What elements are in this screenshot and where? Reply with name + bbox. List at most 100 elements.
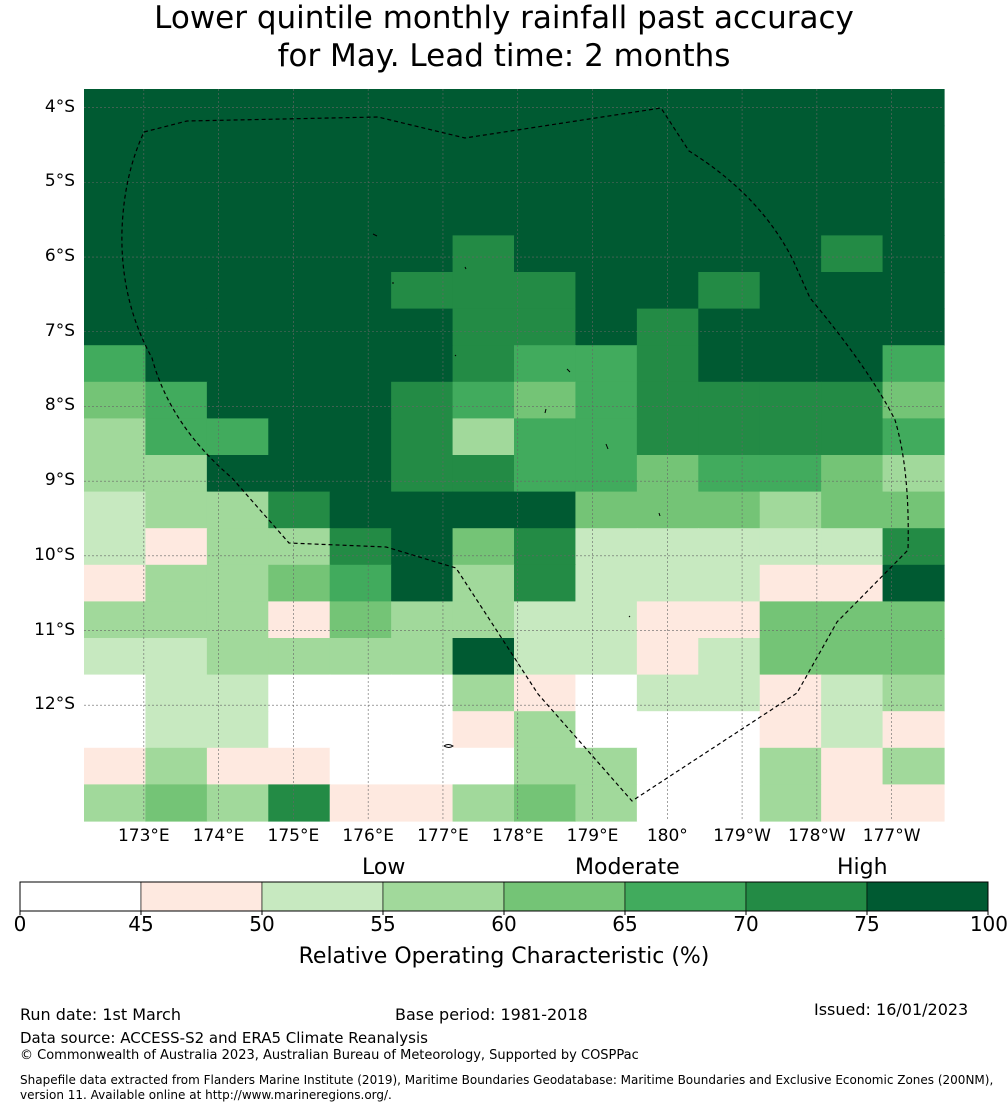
- data-source: Data source: ACCESS-S2 and ERA5 Climate …: [20, 1029, 428, 1047]
- grid-cell: [206, 345, 269, 383]
- grid-cell: [575, 601, 638, 639]
- grid-cell: [268, 198, 331, 236]
- grid-cell: [391, 235, 454, 273]
- colorbar-swatch: [382, 881, 505, 912]
- island-outline: [628, 615, 631, 618]
- base-period: Base period: 1981-2018: [395, 1005, 588, 1024]
- island-outline: [454, 354, 457, 357]
- longitude-label: 178°W: [787, 826, 846, 846]
- grid-cell: [329, 162, 392, 200]
- latitude-label: 7°S: [44, 320, 75, 341]
- colorbar-swatch: [140, 881, 263, 912]
- grid-cell: [329, 564, 392, 602]
- grid-cell: [514, 638, 577, 676]
- grid-cell: [452, 418, 515, 456]
- grid-cell: [698, 784, 761, 822]
- grid-cell: [391, 455, 454, 493]
- grid-cell: [821, 638, 884, 676]
- grid-cell: [329, 308, 392, 346]
- grid-cell: [575, 491, 638, 529]
- longitude-label: 174°E: [192, 826, 245, 846]
- colorbar-tick-label: 0: [13, 912, 27, 936]
- grid-cell: [636, 381, 699, 419]
- grid-cell: [759, 564, 822, 602]
- grid-cell: [452, 784, 515, 822]
- grid-cell: [268, 345, 331, 383]
- grid-cell: [575, 125, 638, 163]
- grid-cell: [391, 272, 454, 310]
- grid-cell: [145, 345, 208, 383]
- grid-cell: [452, 162, 515, 200]
- chart-title-line-1: Lower quintile monthly rainfall past acc…: [154, 0, 854, 36]
- grid-cell: [821, 784, 884, 822]
- grid-cell: [391, 638, 454, 676]
- grid-cell: [575, 308, 638, 346]
- grid-cell: [145, 784, 208, 822]
- grid-cell: [882, 235, 945, 273]
- grid-cell: [698, 711, 761, 749]
- grid-cell: [329, 491, 392, 529]
- colorbar-category-moderate: Moderate: [575, 855, 680, 880]
- grid-cell: [759, 235, 822, 273]
- grid-cell: [821, 125, 884, 163]
- grid-cell: [821, 711, 884, 749]
- grid-cell: [391, 564, 454, 602]
- colorbar-swatch: [745, 881, 868, 912]
- grid-cell: [329, 345, 392, 383]
- grid-cell: [268, 674, 331, 712]
- longitude-label: 177°W: [862, 826, 921, 846]
- grid-cell: [391, 308, 454, 346]
- grid-cell: [698, 564, 761, 602]
- grid-cell: [636, 674, 699, 712]
- grid-cell: [575, 381, 638, 419]
- grid-cell: [821, 381, 884, 419]
- shapefile-credit: Shapefile data extracted from Flanders M…: [20, 1073, 994, 1102]
- grid-cell: [452, 638, 515, 676]
- grid-cell: [759, 638, 822, 676]
- grid-cell: [391, 528, 454, 566]
- grid-cell: [882, 455, 945, 493]
- grid-cell: [391, 125, 454, 163]
- grid-cell: [268, 747, 331, 785]
- grid-cell: [636, 162, 699, 200]
- grid-cell: [391, 345, 454, 383]
- grid-cell: [514, 381, 577, 419]
- grid-cell: [821, 601, 884, 639]
- grid-cell: [636, 601, 699, 639]
- grid-cell: [84, 162, 147, 200]
- grid-cell: [636, 747, 699, 785]
- grid-cell: [759, 381, 822, 419]
- grid-cell: [882, 162, 945, 200]
- grid-cell: [759, 455, 822, 493]
- grid-cell: [206, 601, 269, 639]
- grid-cell: [268, 308, 331, 346]
- grid-cell: [145, 272, 208, 310]
- grid-cell: [698, 455, 761, 493]
- grid-cell: [759, 711, 822, 749]
- longitude-label: 173°E: [117, 826, 170, 846]
- chart-title-line-2: for May. Lead time: 2 months: [277, 38, 731, 74]
- grid-cell: [514, 528, 577, 566]
- grid-cell: [636, 272, 699, 310]
- grid-cell: [759, 89, 822, 127]
- grid-cell: [698, 272, 761, 310]
- grid-cell: [206, 711, 269, 749]
- grid-cell: [452, 528, 515, 566]
- grid-cell: [575, 674, 638, 712]
- grid-cell: [268, 272, 331, 310]
- longitude-label: 178°E: [491, 826, 544, 846]
- grid-cell: [636, 308, 699, 346]
- copyright: © Commonwealth of Australia 2023, Austra…: [20, 1048, 639, 1063]
- grid-cell: [329, 235, 392, 273]
- grid-cell: [698, 345, 761, 383]
- grid-cell: [575, 418, 638, 456]
- grid-cell: [698, 638, 761, 676]
- grid-cell: [452, 381, 515, 419]
- grid-cell: [84, 455, 147, 493]
- eez-boundary: [121, 107, 909, 802]
- island-outline: [658, 512, 661, 517]
- rainfall-grid: [84, 89, 945, 822]
- grid-cell: [206, 418, 269, 456]
- colorbar-swatch: [503, 881, 626, 912]
